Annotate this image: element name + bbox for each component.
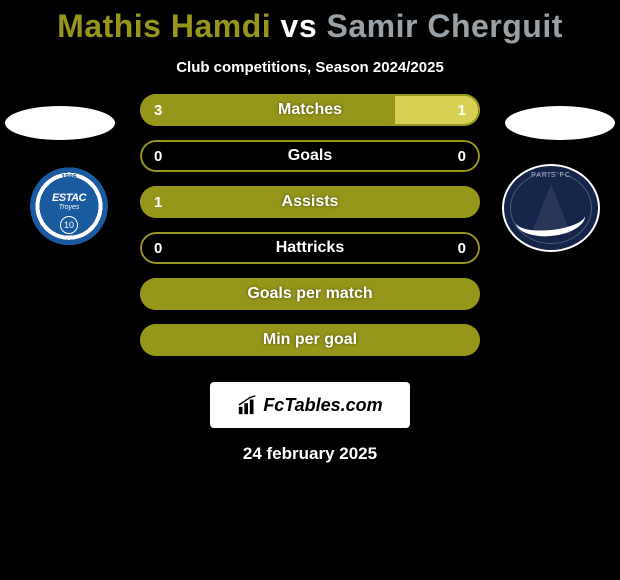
player-left-photo-placeholder [5, 106, 115, 140]
comparison-panel: Troyes 10 PARIS FC Matches31Goals00Assis… [0, 94, 620, 374]
stat-bar-value-right: 0 [458, 140, 466, 172]
fctables-logo: FcTables.com [210, 382, 410, 428]
stat-bar-value-left: 1 [154, 186, 162, 218]
logo-text: FcTables.com [263, 395, 382, 416]
stat-bar-value-left: 3 [154, 94, 162, 126]
stat-bar-value-left: 0 [154, 232, 162, 264]
player-left-name: Mathis Hamdi [57, 8, 271, 44]
club-badge-left: Troyes 10 [20, 164, 118, 252]
club-badge-right: PARIS FC [502, 164, 600, 252]
stat-bar: Matches3 1 [140, 94, 480, 126]
stat-bar-label: Goals per match [140, 278, 480, 310]
player-right-photo-placeholder [505, 106, 615, 140]
stat-bar-value-right: 0 [458, 232, 466, 264]
stat-bar: Assists1 [140, 186, 480, 218]
player-right-name: Samir Cherguit [327, 8, 563, 44]
stat-bar-label: Assists [140, 186, 480, 218]
stat-bar: Min per goal [140, 324, 480, 356]
date: 24 february 2025 [0, 444, 620, 464]
stat-bar-label: Hattricks [140, 232, 480, 264]
stat-bars: Matches31Goals00Assists1Hattricks00Goals… [140, 94, 480, 370]
stat-bar-label: Matches [140, 94, 480, 126]
comparison-title: Mathis Hamdi vs Samir Cherguit [0, 0, 620, 45]
stat-bar-label: Goals [140, 140, 480, 172]
stat-bar: Goals per match [140, 278, 480, 310]
subtitle: Club competitions, Season 2024/2025 [0, 59, 620, 76]
stat-bar: Goals0 0 [140, 140, 480, 172]
stat-bar-label: Min per goal [140, 324, 480, 356]
vs-separator: vs [271, 8, 326, 44]
paris-fc-logo: PARIS FC [502, 164, 600, 252]
stat-bar-value-right: 1 [458, 94, 466, 126]
estac-troyes-logo: Troyes 10 [20, 164, 118, 252]
footer: FcTables.com 24 february 2025 [0, 382, 620, 464]
stat-bar: Hattricks0 0 [140, 232, 480, 264]
stat-bar-value-left: 0 [154, 140, 162, 172]
chart-icon [237, 394, 259, 416]
